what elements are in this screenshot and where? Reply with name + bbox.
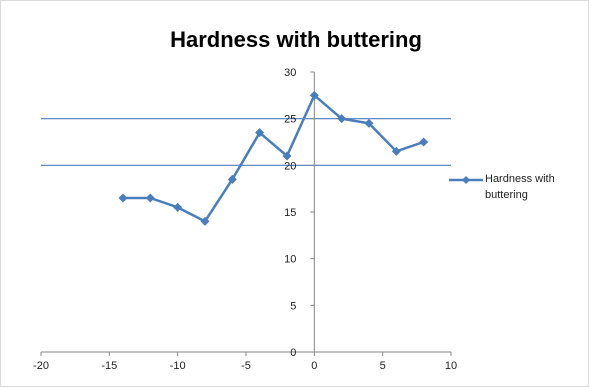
data-point [227,174,237,184]
y-tick-label: 25 [284,114,296,126]
chart-title: Hardness with buttering [170,27,422,52]
data-point [145,193,155,203]
x-tick-label: 0 [311,360,317,372]
data-point [200,216,210,226]
data-point [255,128,265,138]
series-line [123,94,425,223]
legend-series-marker [449,176,483,184]
data-point [118,193,128,203]
data-point [173,202,183,212]
legend-series-label: Hardness with buttering [485,173,555,201]
y-tick-label: 10 [284,254,296,266]
data-point [391,146,401,156]
y-tick-label: 5 [290,300,296,312]
data-point [364,118,374,128]
x-tick-label: -20 [33,360,49,372]
y-tick-label: 20 [284,160,296,172]
x-tick-label: -15 [101,360,117,372]
x-tick-label: 10 [445,360,457,372]
x-tick-label: -10 [170,360,186,372]
y-tick-label: 15 [284,207,296,219]
data-point [309,90,319,100]
data-point [419,137,429,147]
x-tick-label: -5 [241,360,251,372]
data-point [282,151,292,161]
data-point [337,114,347,124]
y-tick-label: 0 [290,347,296,359]
y-tick-label: 30 [284,67,296,79]
x-tick-label: 5 [380,360,386,372]
